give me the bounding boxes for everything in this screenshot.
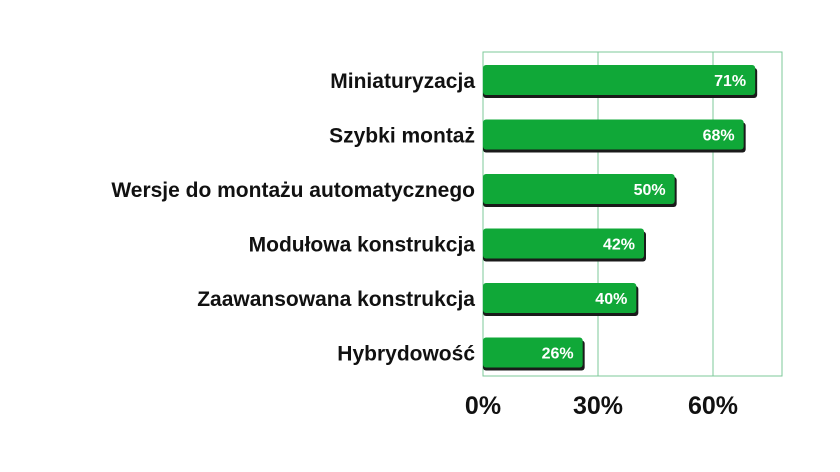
plot-frame: [482, 51, 783, 377]
category-label: Wersje do montażu automatycznego: [111, 179, 475, 202]
labels: 71% Miniaturyzacja 68% Szybki montaż 50% Wers…: [111, 70, 746, 420]
x-tick-label: 30%: [573, 392, 623, 420]
category-label: Miniaturyzacja: [330, 70, 475, 93]
category-label: Szybki montaż: [329, 125, 475, 148]
bar: [483, 283, 637, 313]
data-label: 40%: [595, 291, 627, 308]
category-label: Zaawansowana konstrukcja: [197, 288, 475, 311]
data-label: 68%: [703, 128, 735, 145]
bar: [483, 65, 756, 95]
plot-area: [482, 51, 783, 377]
x-tick-label: 60%: [688, 392, 738, 420]
x-tick-label: 0%: [465, 392, 501, 420]
bar: [483, 228, 644, 259]
data-label: 50%: [634, 182, 666, 199]
bar: [483, 174, 675, 204]
bar: [483, 119, 744, 150]
data-label: 42%: [603, 237, 635, 254]
category-label: Modułowa konstrukcja: [249, 234, 476, 257]
category-label: Hybrydowość: [337, 343, 475, 366]
data-label: 26%: [542, 346, 574, 363]
bar: [483, 337, 583, 368]
bars: [483, 65, 758, 371]
data-label: 71%: [714, 73, 746, 90]
